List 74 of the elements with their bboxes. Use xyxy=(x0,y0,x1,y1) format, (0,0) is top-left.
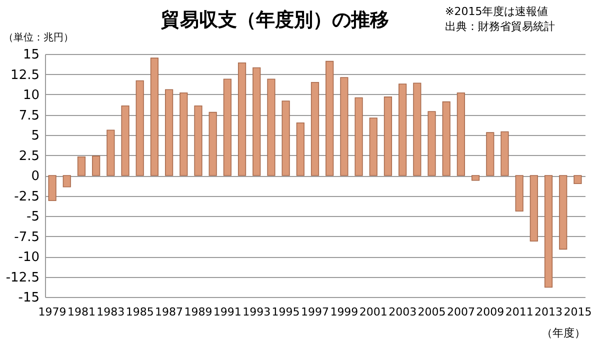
y-tick-label: -5 xyxy=(26,210,40,224)
bar xyxy=(559,175,568,250)
x-tick-label: 2015 xyxy=(564,306,592,318)
x-tick-label: 1985 xyxy=(126,306,154,318)
bar xyxy=(354,97,363,176)
y-axis-title: （単位：兆円） xyxy=(4,32,74,44)
y-tick-label: 10 xyxy=(22,88,40,103)
bar xyxy=(340,77,348,176)
bar xyxy=(530,175,538,242)
bar xyxy=(500,131,509,176)
bar xyxy=(48,175,56,202)
x-tick-label: 1981 xyxy=(67,306,96,318)
x-tick-label: 1987 xyxy=(155,306,184,318)
x-tick-label: 1997 xyxy=(301,306,329,318)
x-tick-label: 1989 xyxy=(184,306,212,318)
bar xyxy=(106,130,115,176)
y-tick-label: -12.5 xyxy=(6,270,40,286)
bar xyxy=(121,105,130,176)
bar xyxy=(267,78,276,176)
bar xyxy=(384,96,392,176)
bar xyxy=(77,156,86,176)
bar xyxy=(544,175,553,288)
y-tick-label: -7.5 xyxy=(14,230,40,245)
bar xyxy=(369,118,378,176)
bar xyxy=(208,112,217,176)
x-tick-label: 1993 xyxy=(242,306,271,318)
bar xyxy=(136,80,144,176)
bar xyxy=(310,82,320,176)
y-tick-label: 2.5 xyxy=(18,148,40,164)
bar xyxy=(486,132,494,176)
x-tick-label: 2013 xyxy=(534,306,563,318)
bar xyxy=(62,175,71,188)
y-tick-label: 12.5 xyxy=(10,68,40,83)
bar xyxy=(92,156,100,176)
y-tick-label: 5 xyxy=(31,128,40,144)
bar xyxy=(165,89,174,176)
x-tick-label: 1991 xyxy=(213,306,242,318)
bar xyxy=(456,92,465,176)
x-tick-label: 1983 xyxy=(96,306,125,318)
x-tick-label: 2007 xyxy=(446,306,475,318)
x-tick-label: 1979 xyxy=(38,306,66,318)
bar xyxy=(471,175,480,181)
x-tick-label: 2011 xyxy=(505,306,534,318)
bar xyxy=(428,111,436,176)
bar xyxy=(515,175,524,212)
bar xyxy=(223,78,232,176)
bar xyxy=(282,100,290,176)
bar xyxy=(180,92,188,176)
bar xyxy=(442,101,450,176)
bar xyxy=(238,62,246,176)
y-tick-label: -10 xyxy=(18,250,40,265)
source-note: 出典：財務省貿易統計 xyxy=(445,20,555,33)
bar xyxy=(574,175,582,184)
x-tick-label: 2009 xyxy=(476,306,504,318)
y-tick-label: 0 xyxy=(31,169,40,184)
bar xyxy=(296,122,304,176)
x-axis-title: （年度） xyxy=(542,326,586,340)
y-tick-label: -2.5 xyxy=(14,189,40,204)
y-tick-label: -15 xyxy=(18,290,40,306)
chart-title: 貿易収支（年度別）の推移 xyxy=(160,9,389,31)
text: ※2015年度は速報値 xyxy=(445,5,548,18)
y-tick-label: 7.5 xyxy=(18,108,40,124)
bar xyxy=(413,82,422,176)
x-tick-label: 2005 xyxy=(418,306,446,318)
bar xyxy=(150,58,159,176)
bar xyxy=(194,105,202,176)
x-tick-label: 2001 xyxy=(359,306,388,318)
bar xyxy=(398,84,407,176)
y-tick-label: 15 xyxy=(22,48,40,62)
x-tick-label: 1999 xyxy=(330,306,358,318)
bar xyxy=(252,67,261,176)
x-tick-label: 2003 xyxy=(388,306,417,318)
x-tick-label: 1995 xyxy=(272,306,300,318)
bar xyxy=(326,60,334,176)
